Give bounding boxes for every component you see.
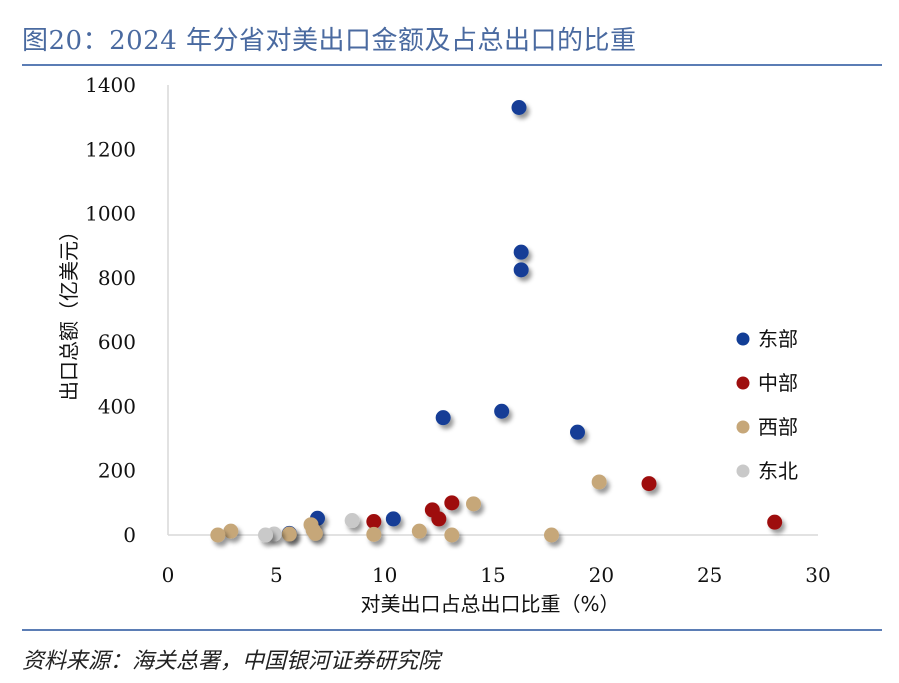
y-axis-title: 出口总额（亿美元）: [57, 221, 81, 401]
y-tick-label: 0: [123, 523, 136, 547]
data-point: [435, 410, 451, 426]
data-point: [281, 526, 297, 542]
x-tick-label: 20: [589, 563, 614, 587]
x-tick-label: 10: [372, 563, 397, 587]
header-rule: [22, 64, 882, 66]
legend-marker: [736, 376, 750, 390]
chart-title: 图20：2024 年分省对美出口金额及占总出口的比重: [22, 26, 637, 56]
legend-label: 东部: [758, 327, 798, 351]
data-points: [210, 100, 783, 543]
data-point: [494, 403, 510, 419]
y-tick-label: 200: [98, 459, 136, 483]
legend-marker: [736, 420, 750, 434]
data-point: [444, 495, 460, 511]
data-point: [641, 476, 657, 492]
x-tick-label: 25: [697, 563, 722, 587]
y-tick-label: 1200: [85, 137, 136, 161]
data-point: [411, 523, 427, 539]
x-tick-label: 15: [480, 563, 505, 587]
data-point: [591, 474, 607, 490]
data-point: [466, 496, 481, 512]
y-tick-label: 1000: [85, 202, 136, 226]
data-point: [767, 514, 783, 530]
source-note: 资料来源：海关总署，中国银河证券研究院: [22, 649, 441, 674]
x-axis-title: 对美出口占总出口比重（%）: [360, 592, 619, 616]
data-point: [223, 523, 239, 539]
x-tick-labels: 0 5 10 15 20 25 30: [162, 563, 831, 587]
data-point: [570, 424, 585, 440]
data-point: [513, 244, 529, 260]
y-tick-label: 400: [98, 394, 136, 418]
x-tick-label: 0: [162, 563, 175, 587]
x-tick-label: 5: [270, 563, 283, 587]
legend-label: 西部: [758, 415, 798, 439]
y-tick-label: 600: [98, 330, 136, 354]
y-tick-label: 1400: [85, 73, 136, 97]
data-point: [513, 262, 529, 278]
data-point: [366, 526, 382, 542]
legend-marker: [736, 332, 750, 346]
data-point: [366, 514, 382, 529]
data-point: [258, 527, 273, 543]
data-point: [444, 527, 460, 543]
data-point: [544, 527, 559, 543]
legend-label: 东北: [758, 459, 798, 483]
data-point: [431, 511, 447, 527]
data-point: [511, 100, 527, 115]
data-point: [210, 527, 226, 543]
footer-rule: [22, 629, 882, 631]
x-tick-label: 30: [805, 563, 830, 587]
legend-label: 中部: [758, 371, 798, 395]
data-point: [385, 511, 401, 527]
y-tick-label: 800: [98, 266, 136, 290]
data-point: [307, 525, 323, 541]
legend-marker: [736, 464, 750, 478]
y-tick-labels: 0 200 400 600 800 1000 1200 1400: [85, 73, 136, 547]
data-point: [344, 513, 360, 529]
